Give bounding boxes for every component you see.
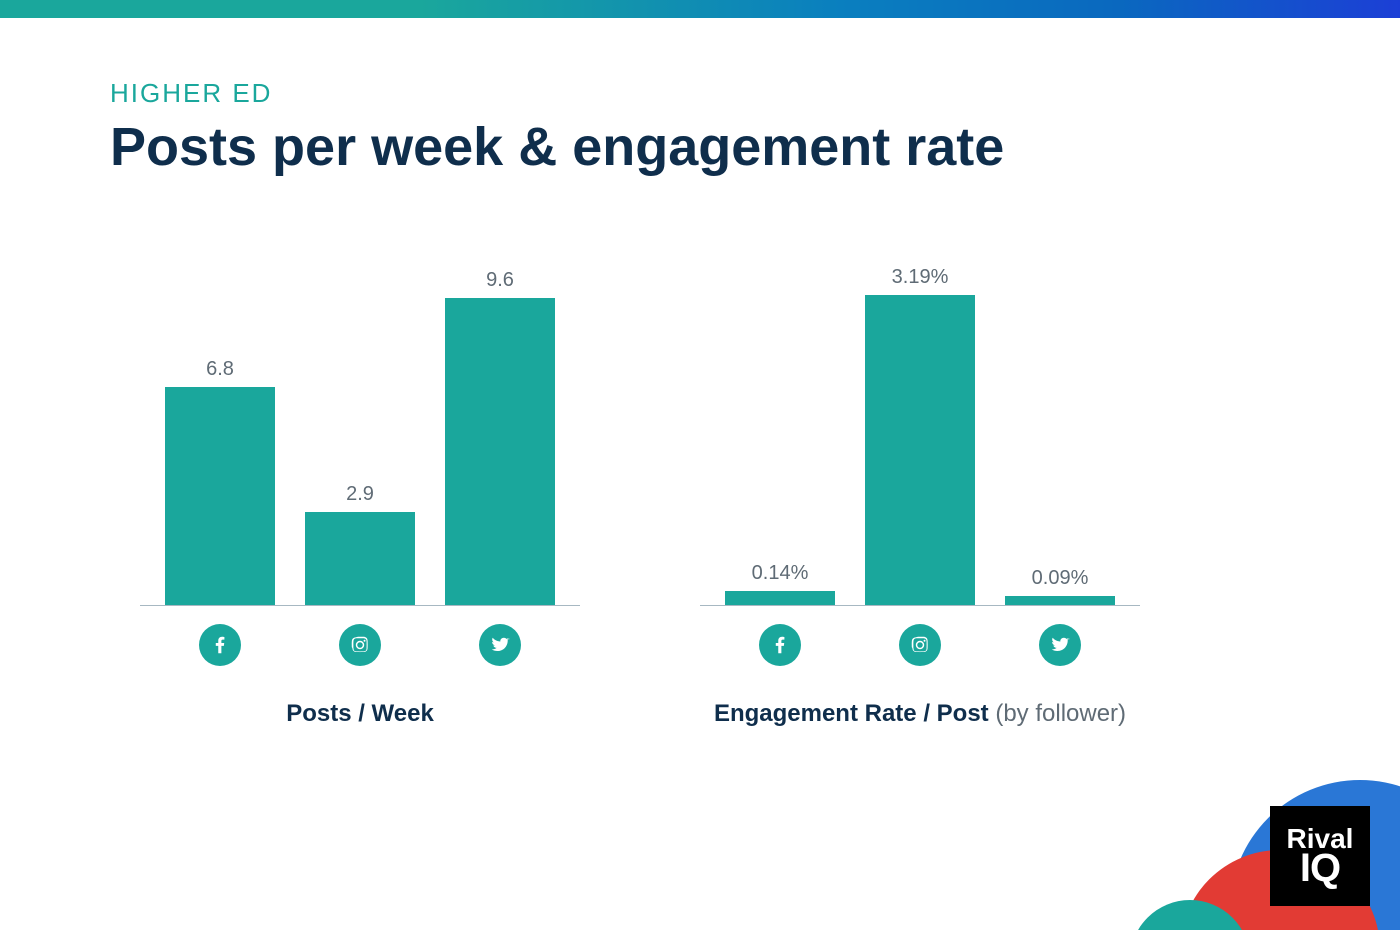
top-gradient-bar	[0, 0, 1400, 18]
headline: Posts per week & engagement rate	[110, 119, 1310, 176]
chart-title: Posts / Week	[140, 700, 580, 728]
bar-value-label: 6.8	[206, 358, 234, 381]
chart-title-light: (by follower)	[989, 700, 1126, 727]
logo-line2: IQ	[1287, 851, 1354, 885]
bar-value-label: 9.6	[486, 269, 514, 292]
bar-facebook: 6.8	[165, 358, 275, 605]
x-axis-icons	[140, 606, 580, 666]
twitter-icon	[1039, 624, 1081, 666]
chart-title-bold: Engagement Rate / Post	[714, 700, 989, 727]
slide-content: HIGHER ED Posts per week & engagement ra…	[0, 18, 1400, 930]
bar-value-label: 3.19%	[892, 266, 949, 289]
bar	[1005, 596, 1115, 605]
bar-value-label: 0.09%	[1032, 567, 1089, 590]
bar-twitter: 9.6	[445, 269, 555, 605]
bar-plot: 6.8 2.9 9.6	[140, 286, 580, 606]
blob-teal	[1130, 900, 1250, 930]
facebook-icon	[759, 624, 801, 666]
charts-row: 6.8 2.9 9.6 Posts / Week	[110, 286, 1310, 728]
chart-engagement-rate: 0.14% 3.19% 0.09% Engagement Rate / Pos	[700, 286, 1140, 728]
bar-twitter: 0.09%	[1005, 567, 1115, 605]
bar	[305, 512, 415, 605]
bar	[725, 591, 835, 605]
x-axis-icons	[700, 606, 1140, 666]
instagram-icon	[339, 624, 381, 666]
twitter-icon	[479, 624, 521, 666]
bar-value-label: 0.14%	[752, 562, 809, 585]
bar	[865, 295, 975, 604]
logo-text: Rival IQ	[1287, 827, 1354, 885]
bar-facebook: 0.14%	[725, 562, 835, 605]
chart-posts-per-week: 6.8 2.9 9.6 Posts / Week	[140, 286, 580, 728]
bar	[445, 298, 555, 605]
bar-instagram: 2.9	[305, 483, 415, 605]
eyebrow: HIGHER ED	[110, 78, 1310, 109]
facebook-icon	[199, 624, 241, 666]
bar-value-label: 2.9	[346, 483, 374, 506]
chart-title: Engagement Rate / Post (by follower)	[700, 700, 1140, 728]
bar-plot: 0.14% 3.19% 0.09%	[700, 286, 1140, 606]
bar	[165, 387, 275, 605]
bar-instagram: 3.19%	[865, 266, 975, 604]
chart-title-bold: Posts / Week	[286, 700, 434, 727]
instagram-icon	[899, 624, 941, 666]
rivaliq-logo: Rival IQ	[1270, 806, 1370, 906]
